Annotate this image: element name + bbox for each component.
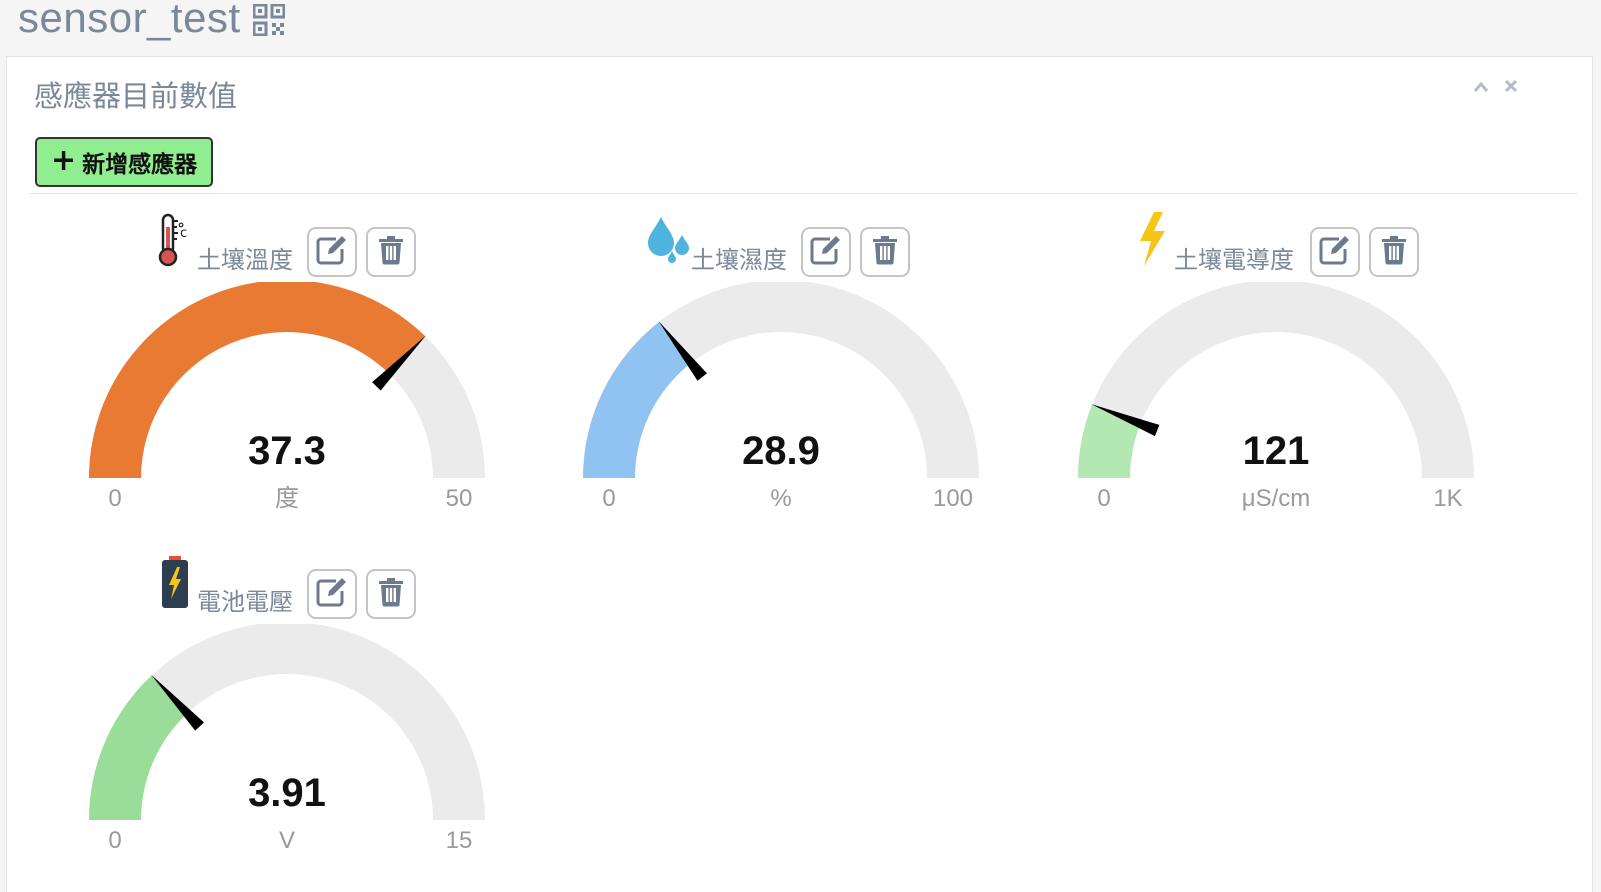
gauge-unit: μS/cm xyxy=(1242,485,1311,512)
gauge-unit: V xyxy=(279,827,295,854)
add-sensor-button[interactable]: + 新增感應器 xyxy=(35,137,214,187)
gauge-track xyxy=(89,624,485,820)
add-sensor-label: 新增感應器 xyxy=(82,152,198,178)
gauge-min-label: 0 xyxy=(602,485,615,512)
sensor-header: 土壤電導度 xyxy=(1070,207,1570,277)
gauge-value: 3.91 xyxy=(248,771,326,815)
panel-toolbar xyxy=(1472,75,1520,97)
gauge-max-label: 1K xyxy=(1433,485,1462,512)
trash-icon xyxy=(1381,235,1407,269)
delete-sensor-button[interactable] xyxy=(366,227,416,277)
gauge-needle xyxy=(1091,404,1160,437)
gauge: 37.3 度 0 50 xyxy=(89,282,485,512)
trash-icon xyxy=(872,235,898,269)
lightning-icon xyxy=(1136,211,1168,271)
gauge-unit: 度 xyxy=(275,485,299,512)
edit-icon xyxy=(316,235,348,269)
gauge: 121 μS/cm 0 1K xyxy=(1078,282,1474,512)
gauge-needle xyxy=(658,321,707,381)
gauge-value: 121 xyxy=(1243,429,1310,473)
delete-sensor-button[interactable] xyxy=(366,569,416,619)
sensor-header: 土壤濕度 xyxy=(575,207,1075,277)
sensor-card-battery-voltage: 電池電壓 3.91 V 0 15 xyxy=(81,549,581,869)
close-icon[interactable] xyxy=(1502,75,1520,97)
delete-sensor-button[interactable] xyxy=(860,227,910,277)
gauge-min-label: 0 xyxy=(108,485,121,512)
sensor-name: 土壤溫度 xyxy=(197,246,293,274)
gauge-fill xyxy=(89,675,188,820)
gauge-max-label: 100 xyxy=(933,485,973,512)
edit-icon xyxy=(1319,235,1351,269)
gauge: 3.91 V 0 15 xyxy=(89,624,485,854)
edit-icon xyxy=(316,577,348,611)
qrcode-icon[interactable] xyxy=(252,3,286,37)
sensor-header: c 土壤溫度 xyxy=(81,207,581,277)
gauge-min-label: 0 xyxy=(108,827,121,854)
gauge-value: 28.9 xyxy=(742,429,820,473)
sensor-card-soil-moisture: 土壤濕度 28.9% 0 100 xyxy=(575,207,1075,527)
edit-sensor-button[interactable] xyxy=(307,569,357,619)
gauge-max-label: 50 xyxy=(446,485,473,512)
panel-title: 感應器目前數值 xyxy=(34,79,238,113)
divider xyxy=(29,193,1577,194)
page-title: sensor_test xyxy=(18,0,241,41)
gauge-fill xyxy=(583,321,692,478)
sensor-name: 土壤電導度 xyxy=(1174,246,1294,274)
gauge-max-label: 15 xyxy=(446,827,473,854)
gauge-value: 37.3 xyxy=(248,429,326,473)
sensor-name: 電池電壓 xyxy=(197,588,293,616)
plus-icon: + xyxy=(51,142,77,178)
gauge-fill xyxy=(1078,404,1141,478)
edit-sensor-button[interactable] xyxy=(801,227,851,277)
water-drops-icon xyxy=(645,213,691,271)
gauge-track xyxy=(1078,282,1474,478)
page-header: sensor_test xyxy=(18,0,286,42)
svg-text:c: c xyxy=(180,226,187,241)
gauge-unit: % xyxy=(770,485,791,512)
edit-icon xyxy=(810,235,842,269)
sensor-card-soil-temperature: c 土壤溫度 37.3 度 0 50 xyxy=(81,207,581,527)
trash-icon xyxy=(378,577,404,611)
sensor-card-soil-conductivity: 土壤電導度 121 μS/cm 0 1K xyxy=(1070,207,1570,527)
sensor-values-panel: 感應器目前數值 + 新增感應器 c 土壤溫度 xyxy=(6,56,1593,892)
edit-sensor-button[interactable] xyxy=(307,227,357,277)
gauge-track xyxy=(583,282,979,478)
gauge-fill xyxy=(89,282,426,478)
gauge-needle xyxy=(372,335,426,391)
gauge-needle xyxy=(151,674,204,731)
gauge-min-label: 0 xyxy=(1097,485,1110,512)
battery-icon xyxy=(161,555,189,613)
delete-sensor-button[interactable] xyxy=(1369,227,1419,277)
edit-sensor-button[interactable] xyxy=(1310,227,1360,277)
sensor-name: 土壤濕度 xyxy=(691,246,787,274)
trash-icon xyxy=(378,235,404,269)
sensor-header: 電池電壓 xyxy=(81,549,581,619)
chevron-up-icon[interactable] xyxy=(1472,75,1490,97)
gauge: 28.9% 0 100 xyxy=(583,282,979,512)
thermometer-icon: c xyxy=(157,213,191,271)
